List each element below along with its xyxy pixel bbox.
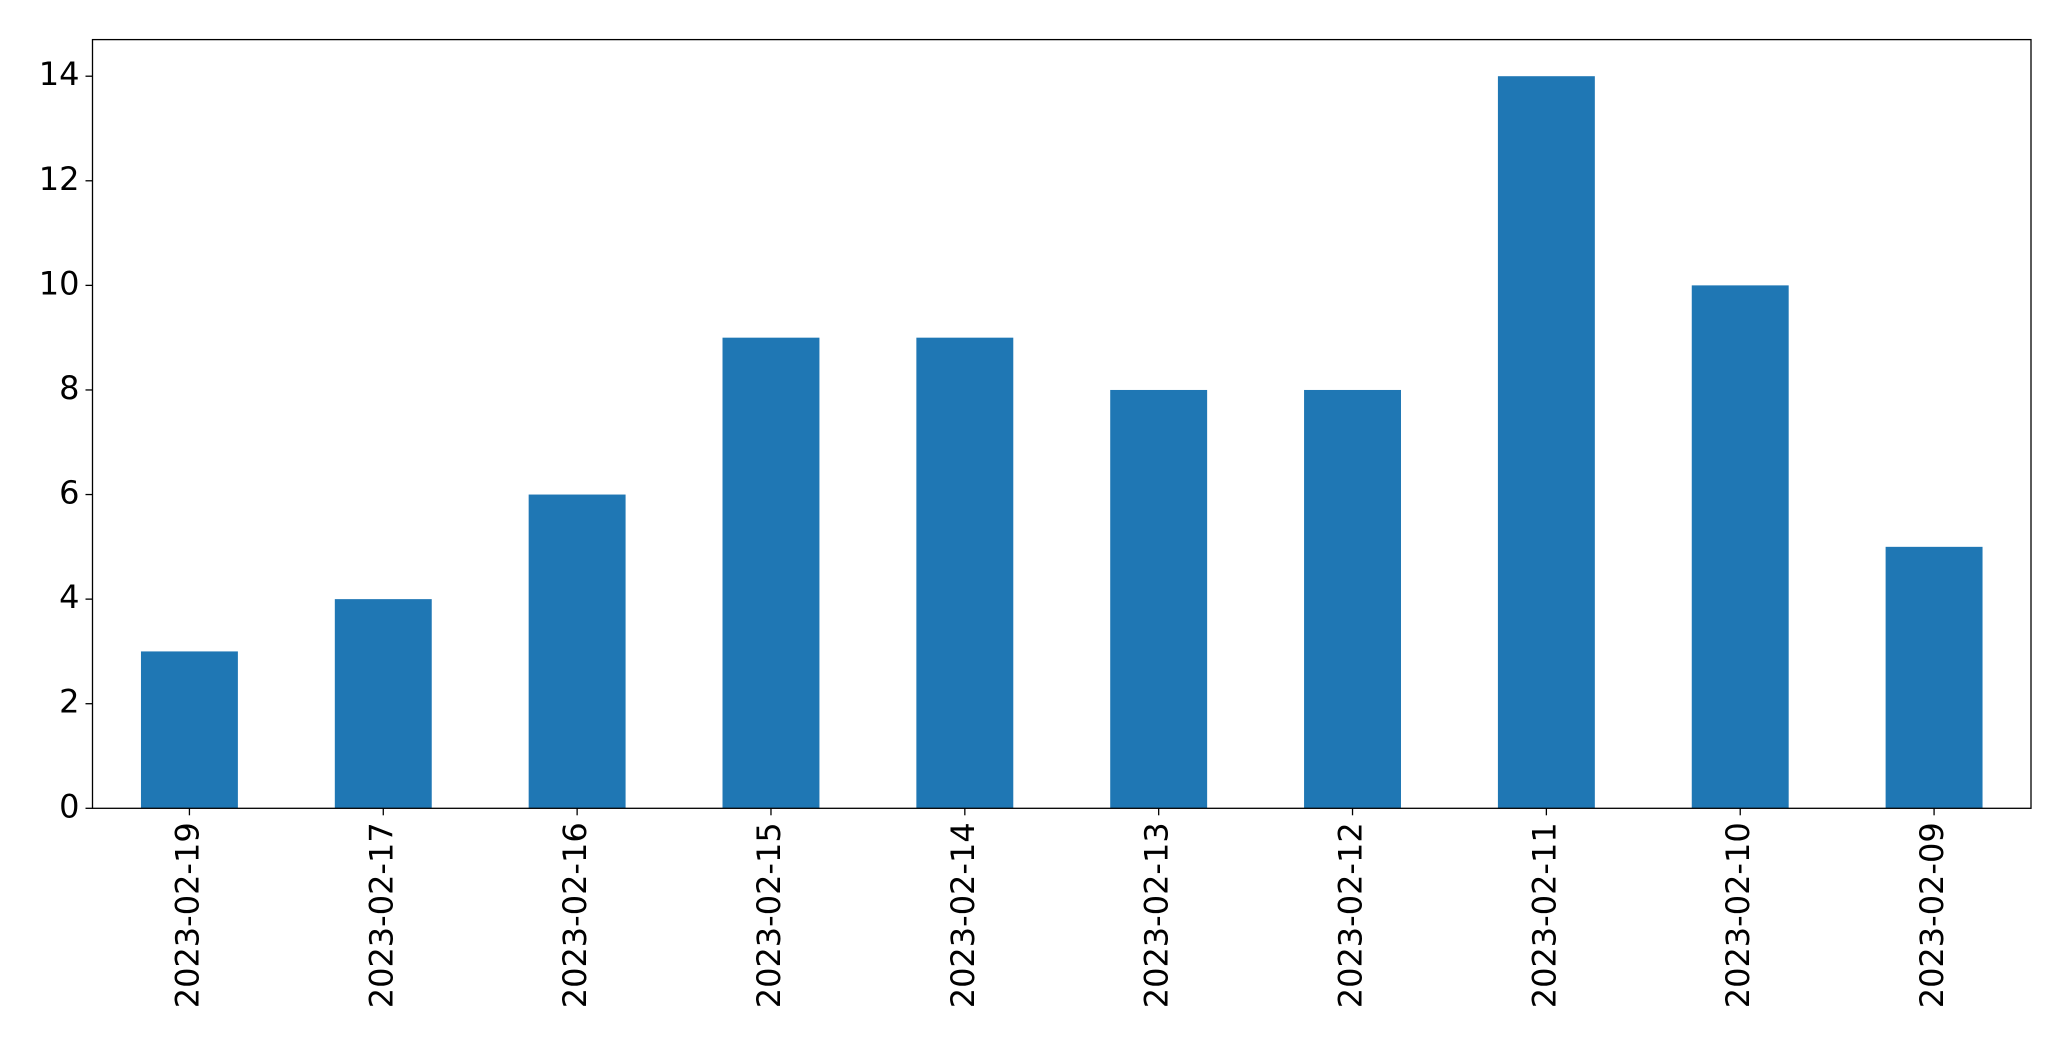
bar (1885, 546, 1983, 809)
y-tick-label: 14 (39, 55, 80, 93)
bar (1691, 285, 1789, 809)
y-tick-label: 4 (59, 578, 79, 616)
x-tick-label: 2023-02-16 (556, 822, 594, 1008)
x-tick-label: 2023-02-10 (1719, 822, 1757, 1008)
x-tick-label: 2023-02-09 (1913, 822, 1951, 1008)
x-tick-label: 2023-02-15 (750, 822, 788, 1008)
x-tick-label: 2023-02-11 (1525, 822, 1563, 1008)
bar (528, 494, 626, 809)
bar (1497, 76, 1595, 809)
y-tick-label: 0 (59, 787, 79, 825)
x-tick-label: 2023-02-12 (1332, 822, 1370, 1008)
x-tick-label: 2023-02-13 (1138, 822, 1176, 1008)
x-tick-label: 2023-02-17 (362, 822, 400, 1008)
bar (722, 337, 820, 809)
y-tick-label: 2 (59, 683, 79, 721)
x-tick-label: 2023-02-14 (944, 822, 982, 1008)
y-tick-label: 12 (39, 160, 80, 198)
y-tick-label: 10 (39, 264, 80, 302)
plot-frame (91, 38, 2032, 809)
bar (334, 599, 432, 809)
bar (1304, 389, 1401, 809)
y-tick-label: 6 (59, 474, 79, 512)
y-tick-label: 8 (59, 369, 79, 407)
bar (140, 651, 238, 809)
bar (916, 337, 1014, 809)
bar (1110, 389, 1208, 809)
x-tick-label: 2023-02-19 (168, 822, 206, 1008)
